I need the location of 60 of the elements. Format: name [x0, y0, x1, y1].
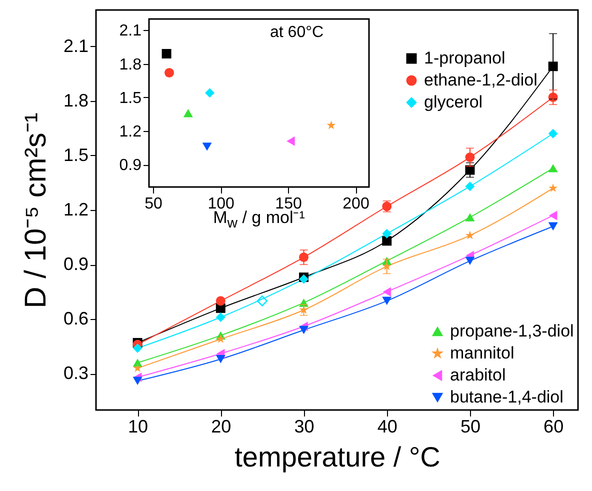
point: [548, 210, 558, 220]
point: [132, 343, 142, 353]
legend-label: mannitol: [450, 344, 514, 362]
point: [162, 48, 172, 58]
y-tick-label: 1.8: [63, 90, 88, 110]
y-tick-label: 1.2: [119, 124, 142, 140]
point: [204, 88, 214, 98]
point: [548, 62, 558, 72]
y-tick-label: 1.2: [63, 200, 88, 220]
point: [132, 376, 142, 386]
legend-label: arabitol: [450, 366, 506, 384]
y-tick-label: 0.3: [63, 363, 88, 384]
y-tick-label: 2.1: [119, 22, 142, 40]
x-tick-label: 20: [211, 416, 232, 436]
y-axis-title: D / 10⁻⁵ cm²s⁻¹: [19, 112, 52, 308]
point: [256, 296, 268, 306]
point: [382, 236, 392, 246]
point: [216, 354, 226, 364]
x-axis-title: temperature / °C: [234, 442, 440, 472]
y-tick-label: 0.9: [63, 254, 88, 274]
point: [465, 182, 475, 192]
y-tick-label: 1.5: [119, 90, 142, 107]
point: [465, 213, 475, 222]
x-tick-label: 50: [144, 196, 163, 212]
point: [164, 68, 174, 78]
x-tick-label: 200: [342, 196, 370, 212]
point: [548, 222, 558, 230]
x-tick-label: 30: [294, 416, 314, 436]
legend-label: butane-1,4-diol: [450, 388, 564, 406]
y-tick-label: 1.8: [119, 56, 142, 74]
point: [183, 108, 193, 118]
point: [133, 363, 142, 372]
point: [202, 142, 212, 151]
point: [216, 312, 226, 322]
point: [286, 136, 295, 146]
legend-label: glycerol: [424, 92, 483, 112]
point: [382, 296, 392, 306]
y-tick-label: 2.1: [63, 36, 88, 56]
x-tick-label: 50: [460, 416, 480, 436]
point: [548, 164, 558, 172]
point: [326, 120, 336, 130]
point: [548, 128, 558, 138]
point: [382, 287, 391, 297]
point: [216, 296, 226, 306]
y-tick-label: 1.5: [63, 144, 88, 165]
legend-label: 1-propanol: [424, 48, 506, 68]
point: [216, 334, 226, 343]
x-tick-label: 40: [377, 416, 398, 436]
y-tick-label: 0.9: [119, 157, 142, 174]
point: [382, 228, 392, 238]
legend-label: ethane-1,2-diol: [424, 70, 538, 90]
point: [299, 326, 308, 334]
point: [465, 256, 475, 266]
point: [465, 230, 474, 240]
annotation: at 60°C: [270, 24, 324, 42]
y-tick-label: 0.6: [63, 308, 88, 329]
x-tick-label: 10: [128, 416, 148, 436]
point: [548, 183, 558, 192]
legend-label: propane-1,3-diol: [450, 322, 574, 340]
x-tick-label: 60: [544, 416, 564, 436]
